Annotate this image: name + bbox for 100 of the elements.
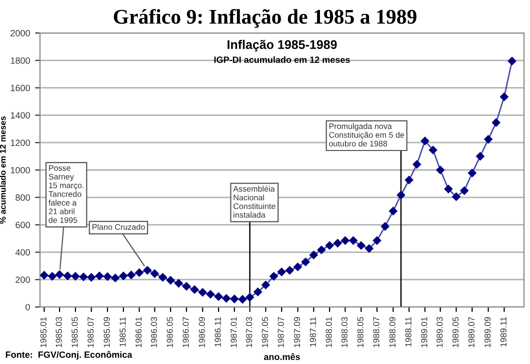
x-tick-label: 1985.01 xyxy=(40,317,46,348)
point xyxy=(127,270,136,280)
x-tick-label: 1986.09 xyxy=(198,317,205,348)
ref-line-label: Assembléia Nacional Constituinte instalada xyxy=(233,186,276,218)
point xyxy=(246,293,254,302)
point xyxy=(389,206,398,216)
point xyxy=(40,271,48,280)
point xyxy=(310,250,318,260)
point xyxy=(158,273,167,282)
x-tick-label: 1987.07 xyxy=(278,317,284,348)
point xyxy=(71,272,80,280)
point xyxy=(48,272,56,280)
point xyxy=(111,274,120,282)
point xyxy=(143,266,152,274)
x-tick-label: 1988.01 xyxy=(326,317,332,348)
point xyxy=(238,295,247,304)
point xyxy=(428,146,438,154)
point xyxy=(270,272,278,280)
x-tick-label: 1989.03 xyxy=(436,317,443,348)
point xyxy=(198,288,207,296)
x-tick-label: 1986.01 xyxy=(136,317,142,348)
x-tick-label: 1987.09 xyxy=(294,317,300,348)
point xyxy=(460,186,468,195)
point xyxy=(55,270,64,279)
x-tick-label: 1989.01 xyxy=(421,317,428,348)
point xyxy=(214,292,223,301)
x-tick-label: 1985.07 xyxy=(88,317,94,348)
point xyxy=(190,285,199,294)
x-tick-label: 1985.03 xyxy=(56,317,62,348)
text: Inflação 1985-1989 xyxy=(228,40,337,52)
point xyxy=(334,239,342,248)
x-tick-label: 1987.05 xyxy=(262,317,268,348)
y-tick-label: 1400 xyxy=(10,112,30,119)
x-tick-label: 1986.07 xyxy=(182,317,189,348)
annotation: Plano Cruzado xyxy=(92,224,145,230)
point xyxy=(372,236,382,245)
point xyxy=(468,168,476,178)
point xyxy=(341,236,350,245)
x-tick-label: 1985.11 xyxy=(120,317,126,347)
x-tick-label: 1985.09 xyxy=(104,317,110,348)
point xyxy=(349,236,358,245)
x-tick-label: 1988.03 xyxy=(341,317,348,348)
point xyxy=(222,294,230,302)
y-tick-label: 1800 xyxy=(10,57,30,64)
point xyxy=(492,118,500,127)
x-tick-label: 1987.01 xyxy=(230,317,237,348)
point xyxy=(63,272,72,280)
point xyxy=(277,268,286,276)
x-tick-label: 1988.11 xyxy=(405,317,412,347)
x-tick-label: 1987.03 xyxy=(246,317,252,348)
x-tick-label: 1985.05 xyxy=(72,317,78,348)
point xyxy=(317,246,326,254)
x-tick-label: 1988.07 xyxy=(373,317,380,348)
point xyxy=(79,272,88,281)
point xyxy=(174,279,183,288)
point xyxy=(444,184,453,194)
x-tick-label: 1989.07 xyxy=(468,317,474,348)
chart-title: Gráfico 9: Inflação de 1985 a 1989 xyxy=(114,8,416,28)
point xyxy=(135,268,144,277)
point xyxy=(230,294,239,304)
y-tick-label: 200 xyxy=(16,276,30,283)
point xyxy=(166,276,175,284)
point xyxy=(452,192,460,201)
point xyxy=(103,272,112,281)
ref-line-label: Promulgada nova Constituição em 5 de outubro de 1988 xyxy=(329,123,404,146)
point xyxy=(356,241,366,250)
x-tick-label: 1989.11 xyxy=(500,317,507,347)
point xyxy=(412,160,422,169)
y-tick-label: 400 xyxy=(15,249,30,256)
x-tick-label: 1986.11 xyxy=(214,317,221,347)
y-tick-label: 1000 xyxy=(10,166,30,174)
annotation: Posse Sarney 15 março. Tancredo falece a 21 abril de 1995 xyxy=(48,165,84,223)
point xyxy=(119,272,128,280)
point xyxy=(95,272,104,280)
annotation: IGP-DI acumulado em 12 meses xyxy=(214,56,350,63)
point xyxy=(380,222,390,231)
point xyxy=(182,282,191,290)
point xyxy=(286,266,294,274)
x-tick-label: 1986.05 xyxy=(166,317,173,348)
y-tick-label: 0 xyxy=(26,304,30,310)
point xyxy=(396,190,406,200)
point xyxy=(404,176,414,184)
x-axis-title: ano.mês xyxy=(264,353,300,360)
x-tick-label: 1988.09 xyxy=(389,317,396,348)
y-tick-label: 600 xyxy=(16,222,30,228)
point xyxy=(254,288,262,296)
x-tick-label: 1986.03 xyxy=(150,317,157,348)
point xyxy=(508,56,516,66)
y-tick-label: 2000 xyxy=(10,30,30,36)
point xyxy=(436,166,444,174)
source-note: Fonte: FGV/Conj. Econômica xyxy=(6,351,132,360)
point xyxy=(365,244,374,253)
point xyxy=(87,273,96,282)
point xyxy=(476,152,484,160)
point xyxy=(294,262,302,271)
point xyxy=(484,135,492,144)
y-tick-label: 800 xyxy=(16,194,30,201)
x-tick-label: 1987.11 xyxy=(310,317,316,347)
y-axis-title: % acumulado em 12 meses xyxy=(0,116,6,224)
x-tick-label: 1989.05 xyxy=(452,317,459,348)
